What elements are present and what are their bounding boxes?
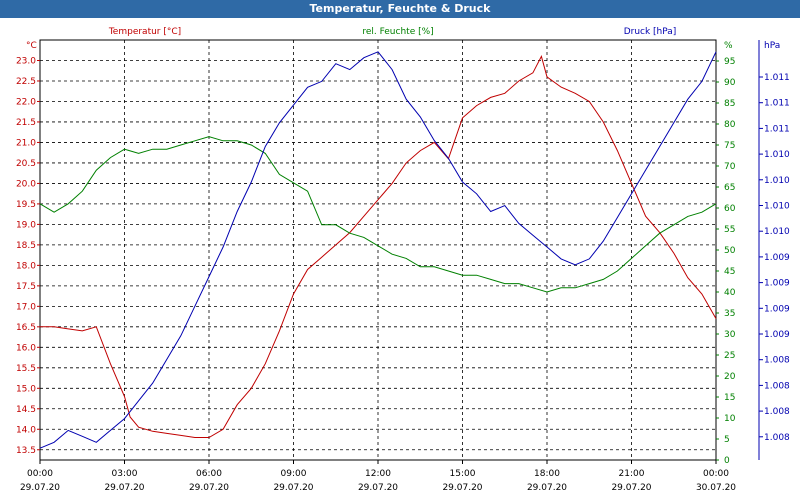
- time-tick-label: 00:00: [27, 469, 53, 479]
- temperature-tick-label: 22.0: [16, 97, 36, 107]
- temperature-tick-label: 13.5: [16, 446, 36, 456]
- pressure-tick-label: 1.008: [764, 356, 790, 366]
- time-tick-label: 06:00: [196, 469, 222, 479]
- temperature-tick-label: 17.5: [16, 282, 36, 292]
- temperature-tick-label: 17.0: [16, 302, 36, 312]
- pressure-tick-label: 1.008: [764, 407, 790, 417]
- humidity-tick-label: 30: [724, 330, 736, 340]
- humidity-tick-label: 25: [724, 351, 735, 361]
- humidity-tick-label: 10: [724, 414, 736, 424]
- legend-pressure: Druck [hPa]: [624, 27, 677, 37]
- temperature-tick-label: 20.0: [16, 179, 36, 189]
- legend-temperature: Temperatur [°C]: [108, 27, 181, 37]
- humidity-axis: 0 5 10 15 20 25 30 35 40 45 50 55 60 65 70 75 80 85 90 95: [716, 57, 736, 466]
- humidity-unit-label: %: [724, 41, 733, 51]
- pressure-tick-label: 1.011: [764, 99, 790, 109]
- temperature-tick-label: 22.5: [16, 77, 36, 87]
- grid: [40, 40, 716, 460]
- date-tick-label: 29.07.20: [442, 483, 482, 493]
- time-tick-label: 03:00: [112, 469, 138, 479]
- time-tick-label: 00:00: [703, 469, 729, 479]
- pressure-tick-label: 1.008: [764, 381, 790, 391]
- time-tick-label: 15:00: [450, 469, 476, 479]
- humidity-tick-label: 0: [724, 456, 730, 466]
- temperature-tick-label: 18.0: [16, 261, 36, 271]
- pressure-tick-label: 1.009: [764, 279, 790, 289]
- temperature-tick-label: 15.0: [16, 384, 36, 394]
- humidity-tick-label: 80: [724, 120, 736, 130]
- temperature-tick-label: 23.0: [16, 56, 36, 66]
- series-line-pressure: [39, 51, 717, 449]
- humidity-tick-label: 60: [724, 204, 736, 214]
- date-tick-label: 29.07.20: [20, 483, 60, 493]
- time-tick-label: 21:00: [619, 469, 645, 479]
- window-title: Temperatur, Feuchte & Druck: [0, 0, 800, 18]
- temperature-unit-label: °C: [26, 41, 37, 51]
- humidity-tick-label: 15: [724, 393, 735, 403]
- series-lines: [39, 51, 717, 449]
- date-tick-label: 29.07.20: [611, 483, 651, 493]
- series-line-humidity: [39, 136, 717, 293]
- temperature-tick-label: 14.5: [16, 405, 36, 415]
- temperature-tick-label: 18.5: [16, 241, 36, 251]
- series-line-temperature: [40, 55, 717, 438]
- date-tick-label: 29.07.20: [527, 483, 567, 493]
- time-axis: 00:00 29.07.20 03:00 29.07.20 06:00 29.07.20 0…: [20, 460, 736, 493]
- humidity-tick-label: 65: [724, 183, 735, 193]
- temperature-axis: 13.5 14.0 14.5 15.0 15.5 16.0 16.5 17.0 17.5 18.0…: [16, 56, 40, 456]
- pressure-tick-label: 1.009: [764, 253, 790, 263]
- pressure-tick-label: 1.009: [764, 304, 790, 314]
- temperature-tick-label: 19.5: [16, 200, 36, 210]
- humidity-tick-label: 85: [724, 99, 735, 109]
- humidity-tick-label: 75: [724, 141, 735, 151]
- pressure-tick-label: 1.011: [764, 124, 790, 134]
- humidity-tick-label: 90: [724, 78, 736, 88]
- humidity-tick-label: 5: [724, 435, 730, 445]
- pressure-tick-label: 1.009: [764, 330, 790, 340]
- humidity-tick-label: 40: [724, 288, 736, 298]
- humidity-tick-label: 50: [724, 246, 736, 256]
- time-tick-label: 09:00: [281, 469, 307, 479]
- date-tick-label: 29.07.20: [104, 483, 144, 493]
- time-tick-label: 12:00: [365, 469, 391, 479]
- pressure-unit-label: hPa: [764, 41, 780, 51]
- date-tick-label: 29.07.20: [273, 483, 313, 493]
- temperature-tick-label: 16.0: [16, 343, 36, 353]
- humidity-tick-label: 45: [724, 267, 735, 277]
- time-tick-label: 18:00: [534, 469, 560, 479]
- pressure-tick-label: 1.008: [764, 433, 790, 443]
- humidity-tick-label: 20: [724, 372, 736, 382]
- pressure-tick-label: 1.010: [764, 176, 790, 186]
- pressure-tick-label: 1.010: [764, 202, 790, 212]
- pressure-tick-label: 1.011: [764, 73, 790, 83]
- pressure-tick-label: 1.010: [764, 150, 790, 160]
- temperature-tick-label: 21.0: [16, 138, 36, 148]
- temperature-tick-label: 15.5: [16, 364, 36, 374]
- temperature-tick-label: 16.5: [16, 323, 36, 333]
- temperature-tick-label: 14.0: [16, 425, 36, 435]
- pressure-axis: 1.008 1.008 1.008 1.008 1.009 1.009 1.009 1.009…: [759, 73, 790, 443]
- humidity-tick-label: 95: [724, 57, 735, 67]
- humidity-tick-label: 35: [724, 309, 735, 319]
- date-tick-label: 29.07.20: [358, 483, 398, 493]
- date-tick-label: 30.07.20: [696, 483, 736, 493]
- legend-humidity: rel. Feuchte [%]: [362, 27, 433, 37]
- humidity-tick-label: 70: [724, 162, 736, 172]
- humidity-tick-label: 55: [724, 225, 735, 235]
- pressure-tick-label: 1.010: [764, 227, 790, 237]
- temperature-tick-label: 20.5: [16, 159, 36, 169]
- temperature-tick-label: 21.5: [16, 118, 36, 128]
- temperature-tick-label: 19.0: [16, 220, 36, 230]
- date-tick-label: 29.07.20: [189, 483, 229, 493]
